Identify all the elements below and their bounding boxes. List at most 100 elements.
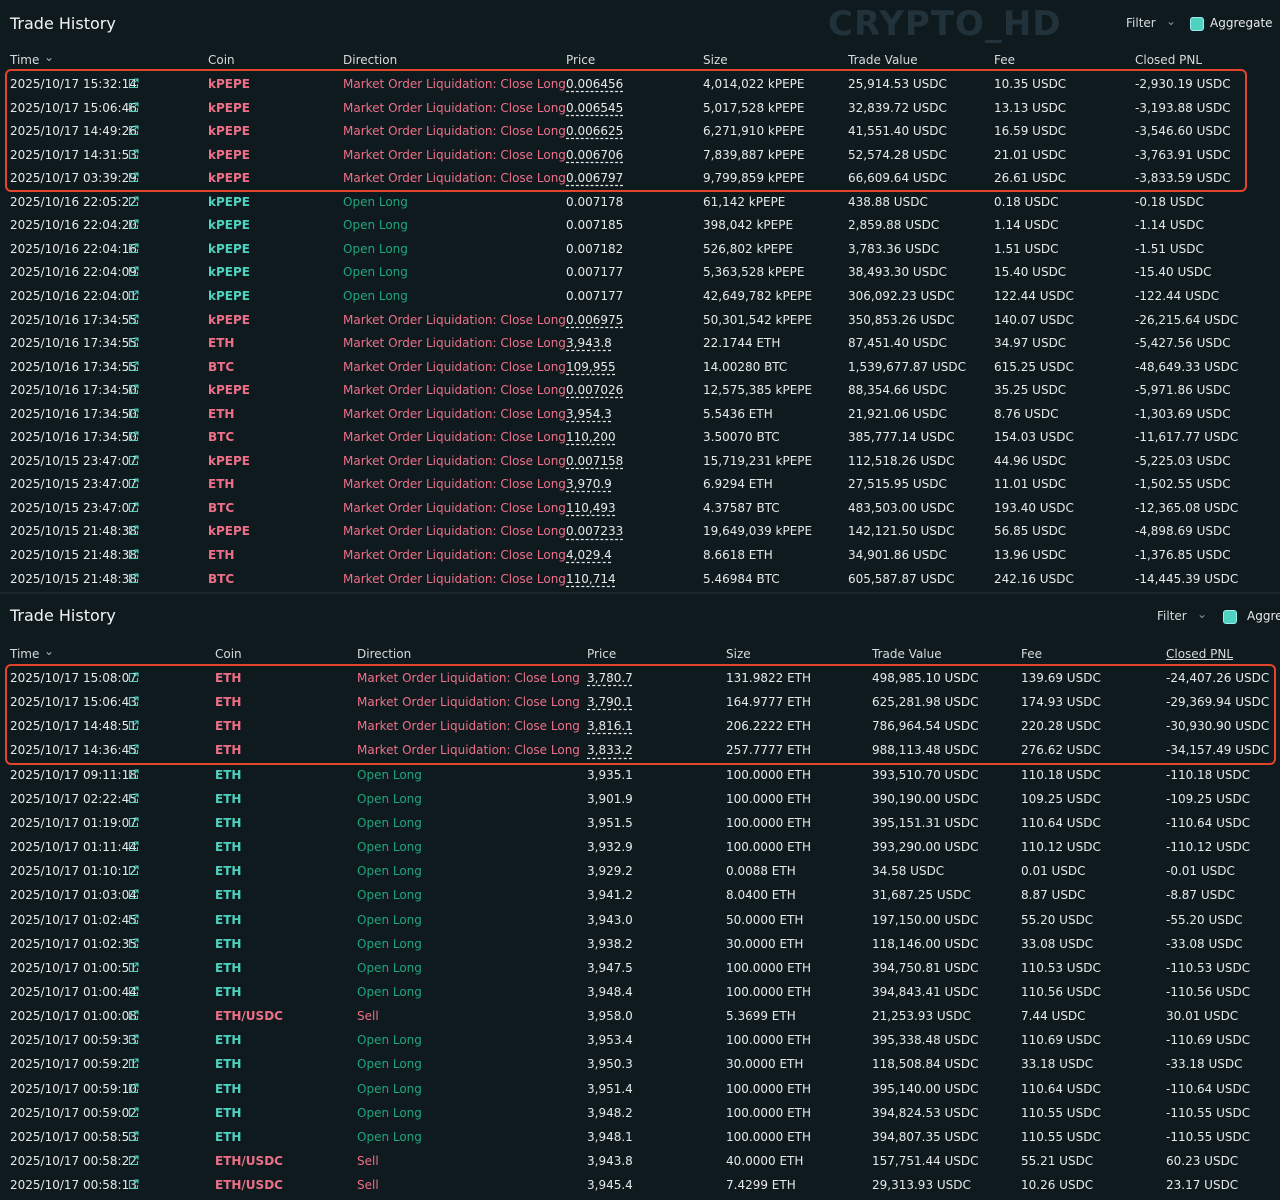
filter-button[interactable]: Filter bbox=[1157, 609, 1187, 623]
external-link-icon[interactable] bbox=[128, 313, 139, 325]
external-link-icon[interactable] bbox=[128, 243, 139, 254]
size: 19,649,039 kPEPE bbox=[703, 524, 813, 539]
price: 3,954.3 bbox=[566, 406, 612, 421]
fee: 0.18 USDC bbox=[994, 194, 1059, 209]
coin: kPEPE bbox=[208, 524, 250, 539]
external-link-icon[interactable] bbox=[128, 337, 139, 348]
price: 4,029.4 bbox=[566, 548, 612, 562]
external-link-icon[interactable] bbox=[128, 196, 139, 207]
fee: 242.16 USDC bbox=[994, 571, 1074, 586]
coin: kPEPE bbox=[208, 453, 250, 468]
filter-caret[interactable]: ⌄ bbox=[1197, 607, 1208, 621]
fee: 110.69 USDC bbox=[1021, 1033, 1101, 1048]
external-link-icon[interactable] bbox=[128, 455, 139, 466]
size: 8.6618 ETH bbox=[703, 548, 773, 562]
direction: Market Order Liquidation: Close Long bbox=[343, 100, 566, 115]
external-link-icon[interactable] bbox=[128, 266, 139, 277]
watermark: CRYPTO_HD bbox=[828, 4, 1062, 44]
external-link-icon[interactable] bbox=[128, 478, 139, 489]
coin: BTC bbox=[208, 430, 235, 445]
coin: ETH bbox=[215, 671, 242, 685]
external-link-icon[interactable] bbox=[128, 290, 139, 301]
external-link-icon[interactable] bbox=[128, 149, 139, 160]
external-link-icon[interactable] bbox=[128, 841, 139, 852]
external-link-icon[interactable] bbox=[128, 889, 139, 900]
external-link-icon[interactable] bbox=[128, 101, 139, 113]
closed-pnl: -5,225.03 USDC bbox=[1135, 453, 1231, 468]
external-link-icon[interactable] bbox=[128, 938, 139, 949]
external-link-icon[interactable] bbox=[128, 1058, 139, 1069]
closed-pnl: -110.55 USDC bbox=[1166, 1105, 1251, 1120]
closed-pnl: -3,833.59 USDC bbox=[1135, 171, 1231, 186]
external-link-icon[interactable] bbox=[128, 219, 139, 230]
external-link-icon[interactable] bbox=[128, 525, 139, 536]
trade-value: 395,140.00 USDC bbox=[872, 1081, 979, 1096]
time: 2025/10/17 01:11:44 bbox=[10, 840, 137, 855]
price: 0.007177 bbox=[566, 265, 624, 280]
direction: Open Long bbox=[357, 791, 422, 806]
external-link-icon[interactable] bbox=[128, 1107, 139, 1118]
external-link-icon[interactable] bbox=[128, 696, 139, 707]
column-header[interactable]: Closed PNL bbox=[1166, 647, 1234, 661]
direction: Market Order Liquidation: Close Long bbox=[357, 671, 580, 685]
column-header[interactable]: Time bbox=[10, 647, 40, 661]
closed-pnl: -29,369.94 USDC bbox=[1166, 695, 1270, 710]
external-link-icon[interactable] bbox=[128, 572, 139, 584]
coin: ETH bbox=[215, 1129, 242, 1144]
external-link-icon[interactable] bbox=[128, 1010, 139, 1021]
external-link-icon[interactable] bbox=[128, 1179, 139, 1190]
closed-pnl: 23.17 USDC bbox=[1166, 1178, 1239, 1193]
aggregate-checkbox[interactable] bbox=[1190, 17, 1204, 31]
filter-caret[interactable]: ⌄ bbox=[1166, 14, 1177, 28]
external-link-icon[interactable] bbox=[128, 384, 139, 395]
time: 2025/10/17 09:11:18 bbox=[10, 767, 137, 782]
aggregate-checkbox[interactable] bbox=[1223, 610, 1237, 624]
external-link-icon[interactable] bbox=[128, 78, 139, 89]
external-link-icon[interactable] bbox=[128, 986, 139, 997]
size: 30.0000 ETH bbox=[726, 1057, 804, 1072]
external-link-icon[interactable] bbox=[128, 962, 139, 973]
direction: Open Long bbox=[343, 265, 408, 280]
external-link-icon[interactable] bbox=[128, 1155, 139, 1166]
external-link-icon[interactable] bbox=[128, 817, 139, 828]
external-link-icon[interactable] bbox=[128, 913, 139, 925]
coin: ETH bbox=[215, 743, 242, 758]
price: 3,790.1 bbox=[587, 695, 633, 710]
price: 3,938.2 bbox=[587, 936, 633, 951]
closed-pnl: -55.20 USDC bbox=[1166, 912, 1243, 927]
fee: 109.25 USDC bbox=[1021, 791, 1101, 806]
closed-pnl: -11,617.77 USDC bbox=[1135, 430, 1239, 445]
direction: Open Long bbox=[357, 912, 422, 927]
filter-button[interactable]: Filter bbox=[1126, 16, 1156, 30]
external-link-icon[interactable] bbox=[128, 672, 139, 683]
size: 14.00280 BTC bbox=[703, 359, 788, 374]
external-link-icon[interactable] bbox=[128, 720, 139, 731]
external-link-icon[interactable] bbox=[128, 793, 139, 804]
external-link-icon[interactable] bbox=[128, 431, 139, 442]
external-link-icon[interactable] bbox=[128, 1034, 139, 1045]
column-header[interactable]: Time bbox=[10, 53, 40, 67]
closed-pnl: -33.08 USDC bbox=[1166, 936, 1243, 951]
external-link-icon[interactable] bbox=[128, 549, 139, 560]
aggregate-label[interactable]: Aggregate bbox=[1247, 609, 1280, 623]
external-link-icon[interactable] bbox=[128, 408, 139, 419]
time: 2025/10/17 15:06:46 bbox=[10, 100, 137, 115]
external-link-icon[interactable] bbox=[128, 865, 139, 876]
external-link-icon[interactable] bbox=[128, 361, 139, 372]
price: 3,833.2 bbox=[587, 743, 633, 758]
external-link-icon[interactable] bbox=[128, 1131, 139, 1142]
time: 2025/10/16 17:34:55 bbox=[10, 336, 137, 351]
external-link-icon[interactable] bbox=[128, 1082, 139, 1094]
external-link-icon[interactable] bbox=[128, 744, 139, 755]
external-link-icon[interactable] bbox=[128, 125, 139, 136]
external-link-icon[interactable] bbox=[128, 172, 139, 183]
price: 0.006975 bbox=[566, 312, 624, 327]
aggregate-label[interactable]: Aggregate bbox=[1210, 16, 1273, 30]
fee: 110.55 USDC bbox=[1021, 1105, 1101, 1120]
price: 0.006797 bbox=[566, 171, 624, 186]
fee: 110.18 USDC bbox=[1021, 767, 1101, 782]
closed-pnl: -1,502.55 USDC bbox=[1135, 477, 1231, 492]
external-link-icon[interactable] bbox=[128, 502, 139, 513]
size: 131.9822 ETH bbox=[726, 671, 812, 685]
external-link-icon[interactable] bbox=[128, 769, 139, 780]
